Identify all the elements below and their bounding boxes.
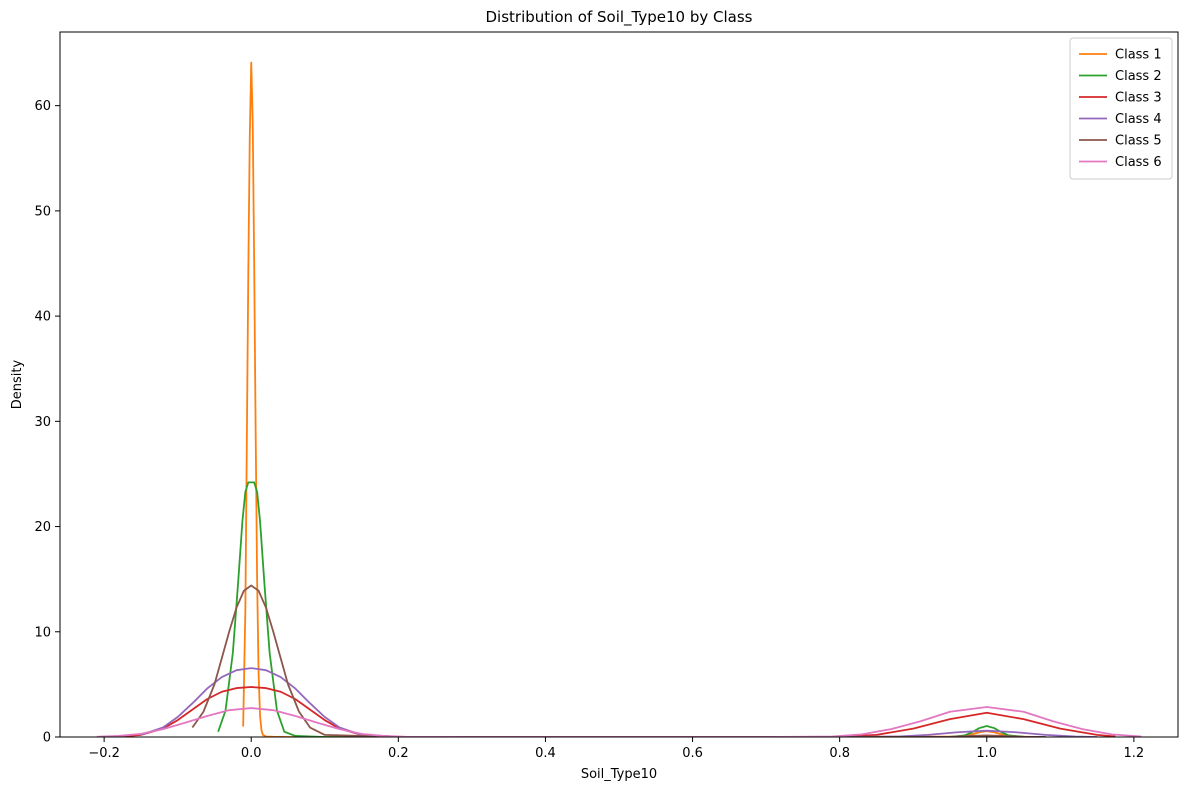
legend-label-class-4: Class 4 — [1115, 112, 1162, 127]
x-axis: −0.2 0.0 0.2 0.4 0.6 0.8 1.0 1.2 — [88, 737, 1144, 761]
series-line-class-4 — [140, 667, 1098, 737]
y-tick-label: 40 — [34, 310, 51, 325]
y-tick-label: 30 — [34, 415, 51, 430]
x-tick-label: 0.6 — [682, 746, 703, 761]
x-tick-label: 0.0 — [241, 746, 262, 761]
y-tick-label: 60 — [34, 99, 51, 114]
series-line-class-6 — [96, 706, 1142, 737]
x-tick-label: 1.0 — [976, 746, 997, 761]
series-line-class-1 — [242, 61, 1039, 737]
y-tick-label: 50 — [34, 204, 51, 219]
legend: Class 1 Class 2 Class 3 Class 4 Class 5 Class… — [1069, 37, 1173, 180]
plot-frame — [59, 31, 1179, 738]
series-line-class-3 — [122, 686, 1116, 737]
legend-label-class-3: Class 3 — [1115, 91, 1162, 106]
y-axis: 0 10 20 30 40 50 60 — [34, 99, 60, 746]
y-tick-label: 0 — [43, 731, 51, 746]
legend-label-class-2: Class 2 — [1115, 69, 1162, 84]
series-line-class-5 — [191, 584, 1046, 737]
series-line-class-2 — [217, 481, 1046, 737]
x-tick-label: 0.8 — [829, 746, 850, 761]
x-tick-label: 1.2 — [1124, 746, 1145, 761]
plot-lines — [96, 61, 1142, 737]
x-tick-label: −0.2 — [88, 746, 120, 761]
legend-label-class-6: Class 6 — [1115, 155, 1162, 170]
x-tick-label: 0.4 — [535, 746, 556, 761]
legend-label-class-1: Class 1 — [1115, 48, 1162, 63]
x-tick-label: 0.2 — [388, 746, 409, 761]
y-tick-label: 10 — [34, 625, 51, 640]
y-tick-label: 20 — [34, 520, 51, 535]
legend-label-class-5: Class 5 — [1115, 134, 1162, 149]
legend-box — [1069, 37, 1173, 180]
y-axis-label: Density — [10, 359, 25, 409]
chart-title: Distribution of Soil_Type10 by Class — [486, 8, 753, 27]
x-axis-label: Soil_Type10 — [581, 767, 657, 782]
